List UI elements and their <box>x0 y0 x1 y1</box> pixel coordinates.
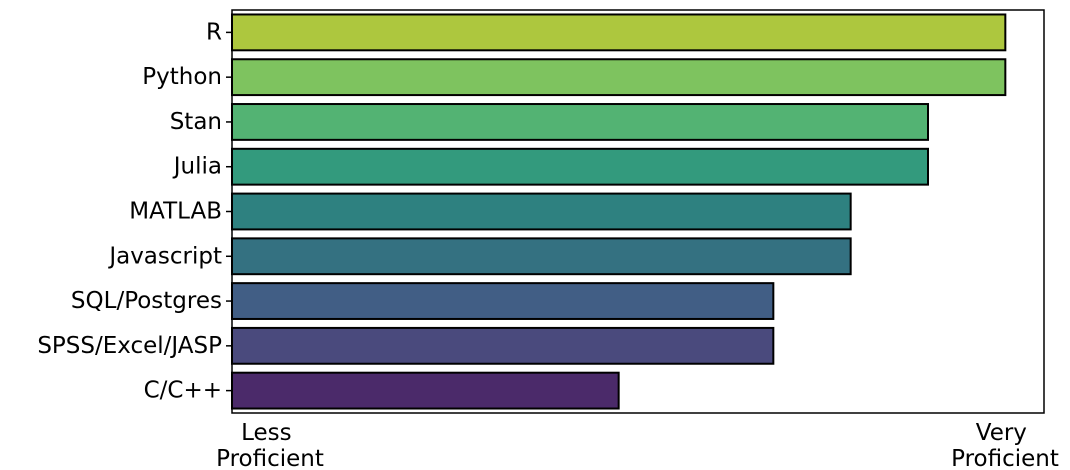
bar-julia <box>231 147 929 186</box>
category-labels: R Python Stan Julia MATLAB Javascript SQL/Post… <box>37 19 232 404</box>
category-label: Python <box>142 64 222 90</box>
plot-frame <box>231 9 1045 414</box>
category-label: Javascript <box>107 243 222 269</box>
x-label-high-line1: Very <box>976 420 1027 446</box>
x-label-low-line1: Less <box>241 420 292 446</box>
bar-stan <box>231 103 929 141</box>
bar-r <box>231 13 1007 52</box>
category-label: Stan <box>170 109 222 135</box>
bar-python <box>231 58 1007 97</box>
category-label: C/C++ <box>144 378 222 404</box>
category-label: SPSS/Excel/JASP <box>37 333 222 359</box>
category-label: Julia <box>172 154 222 180</box>
bar-spss-excel-jasp <box>231 326 775 365</box>
category-label: MATLAB <box>129 199 222 225</box>
category-label: SQL/Postgres <box>71 288 222 314</box>
category-label: R <box>206 19 222 45</box>
x-label-high: Very Proficient <box>951 420 1059 470</box>
x-endpoint-labels: Less Proficient Very Proficient <box>216 420 1059 470</box>
x-label-high-line2: Proficient <box>951 446 1059 470</box>
x-label-low: Less Proficient <box>216 420 324 470</box>
bar-javascript <box>231 237 852 276</box>
bars <box>231 13 1007 410</box>
bar-sql-postgres <box>231 282 775 320</box>
bar-c-c- <box>231 371 620 410</box>
bar-matlab <box>231 192 852 231</box>
x-label-low-line2: Proficient <box>216 446 324 470</box>
